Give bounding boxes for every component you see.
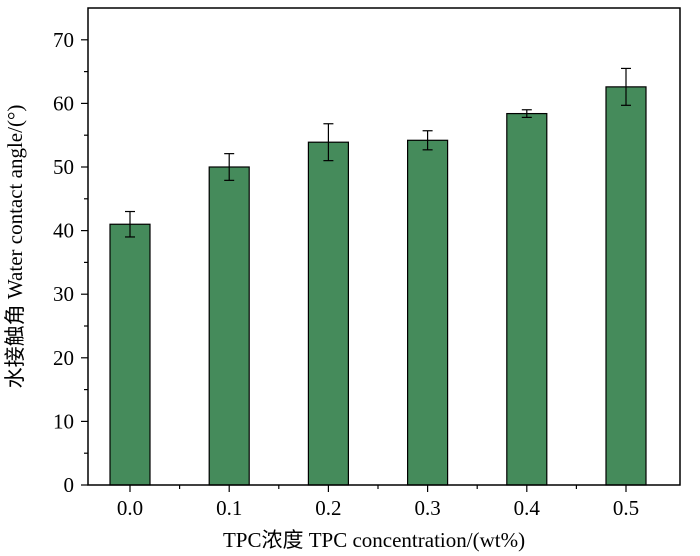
x-tick-label: 0.1 bbox=[216, 496, 242, 520]
y-tick-label: 20 bbox=[53, 346, 74, 370]
y-tick-label: 10 bbox=[53, 409, 74, 433]
y-tick-label: 60 bbox=[53, 91, 74, 115]
error-bar-0.4 bbox=[521, 109, 532, 118]
y-tick-label: 0 bbox=[64, 473, 75, 497]
x-axis: 0.0 0.1 0.2 0.3 0.4 0.5 bbox=[117, 485, 639, 520]
error-bar-0.3 bbox=[422, 130, 433, 151]
error-bar-0.5 bbox=[621, 67, 631, 106]
x-tick-label: 0.0 bbox=[117, 496, 143, 520]
bar-0.3 bbox=[407, 139, 449, 486]
bars-group bbox=[109, 86, 647, 486]
x-axis-title: TPC浓度 TPC concentration/(wt%) bbox=[223, 528, 525, 552]
error-bars-group bbox=[125, 67, 631, 238]
y-tick-label: 70 bbox=[53, 28, 74, 52]
y-tick-label: 40 bbox=[53, 219, 74, 243]
bar-0.1 bbox=[208, 166, 250, 486]
error-bar-0.1 bbox=[224, 153, 235, 181]
y-axis: 0 10 20 30 40 50 60 70 bbox=[53, 28, 88, 497]
plot-frame bbox=[87, 7, 681, 486]
x-tick-label: 0.2 bbox=[315, 496, 341, 520]
x-tick-label: 0.4 bbox=[514, 496, 541, 520]
bar-0.2 bbox=[307, 141, 349, 486]
error-bar-0.0 bbox=[125, 210, 135, 238]
y-tick-label: 30 bbox=[53, 282, 74, 306]
bar-0.4 bbox=[506, 112, 548, 486]
x-tick-label: 0.3 bbox=[414, 496, 440, 520]
bar-0.5 bbox=[605, 86, 647, 486]
error-bar-0.2 bbox=[323, 123, 334, 162]
y-axis-title: 水接触角 Water contact angle/(°) bbox=[3, 105, 27, 389]
bar-0.0 bbox=[109, 223, 151, 486]
x-tick-label: 0.5 bbox=[613, 496, 639, 520]
y-tick-label: 50 bbox=[53, 155, 74, 179]
